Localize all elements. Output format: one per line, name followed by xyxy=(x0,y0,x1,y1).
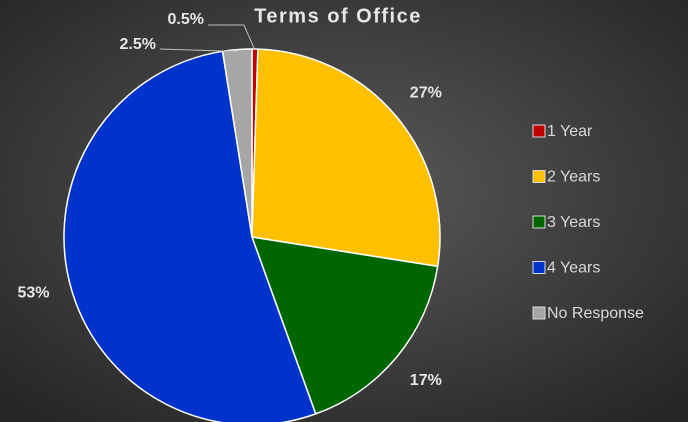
data-label: 0.5% xyxy=(168,11,204,28)
legend-label: 3 Years xyxy=(547,214,600,231)
legend-label: 2 Years xyxy=(547,169,600,186)
pie-slice xyxy=(63,50,317,422)
data-label: 2.5% xyxy=(120,36,156,53)
data-label: 27% xyxy=(410,84,442,101)
legend-swatch xyxy=(532,306,546,320)
data-label: 17% xyxy=(410,372,442,389)
legend-swatch xyxy=(532,261,546,274)
leader-line xyxy=(159,48,237,52)
legend-swatch xyxy=(532,170,546,183)
legend-swatch xyxy=(532,124,546,138)
data-label: 53% xyxy=(17,284,49,301)
legend-label: 4 Years xyxy=(547,260,600,277)
legend-label: No Response xyxy=(547,305,644,322)
legend-label: 1 Year xyxy=(547,123,593,140)
legend-swatch xyxy=(532,215,546,229)
pie-slice xyxy=(250,236,439,415)
leader-line xyxy=(208,24,255,49)
pie-slice xyxy=(251,48,441,268)
chart-title: Terms of Office xyxy=(254,5,422,27)
